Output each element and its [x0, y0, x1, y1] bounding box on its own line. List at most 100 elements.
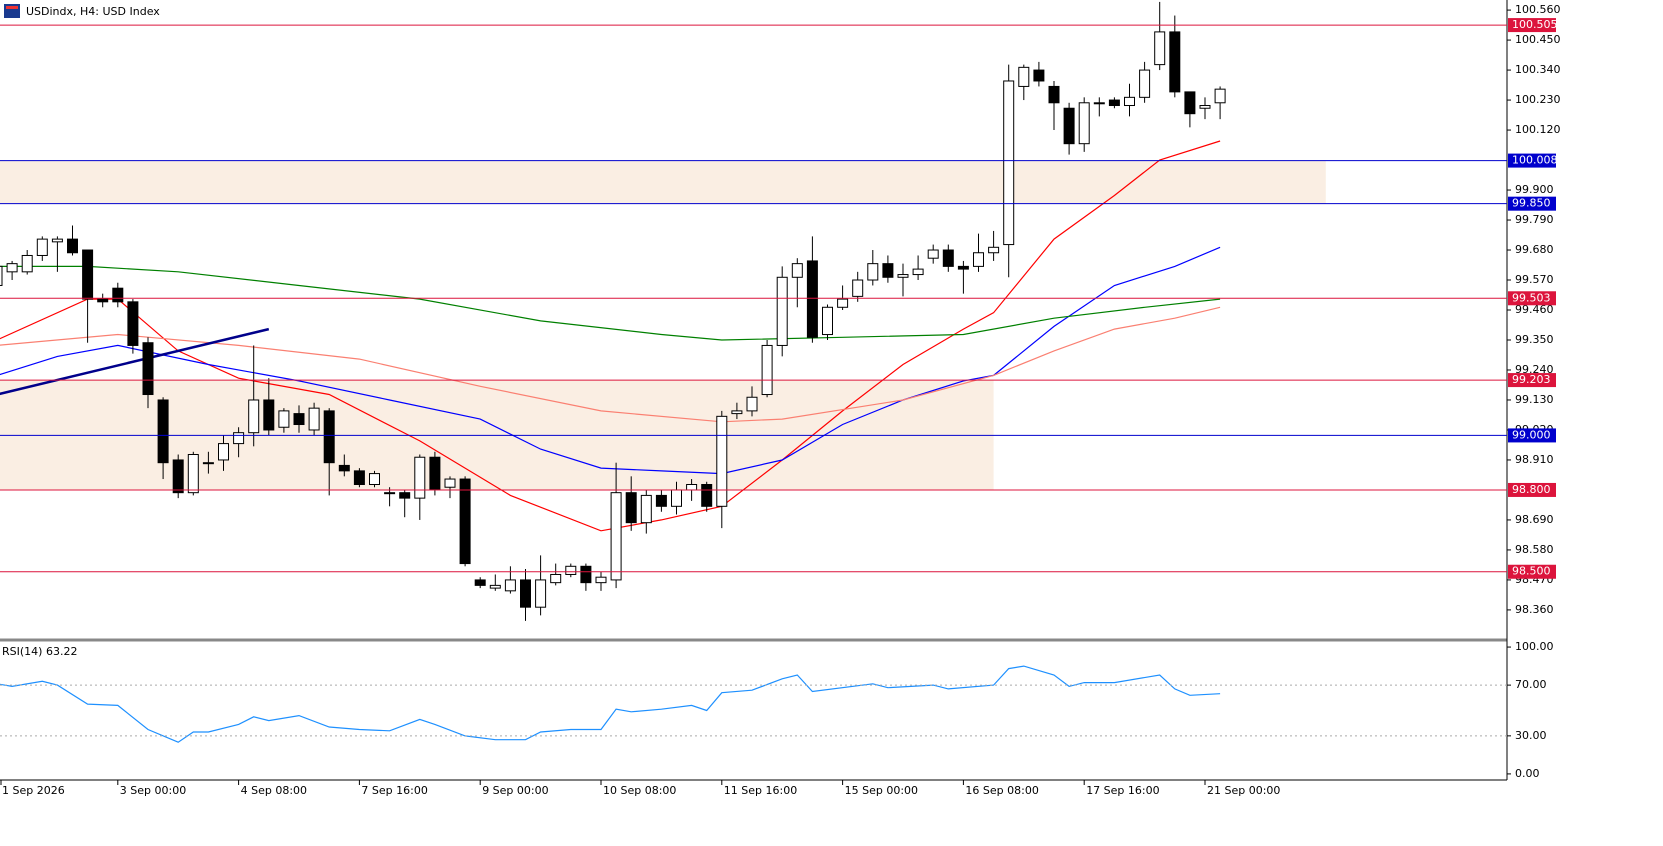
- candle-body: [1169, 31, 1181, 93]
- level-label-box: [1508, 428, 1556, 443]
- candle-body: [369, 473, 380, 485]
- candle-body: [927, 249, 939, 259]
- y-tick-label: 99.900: [1515, 183, 1554, 196]
- rsi-line: [0, 665, 1221, 743]
- candle-body: [157, 399, 169, 464]
- level-label-box: [1508, 196, 1556, 211]
- level-label: 100.008: [1512, 154, 1558, 167]
- level-label: 98.500: [1512, 565, 1551, 578]
- x-tick-label: 17 Sep 16:00: [1086, 784, 1159, 797]
- y-tick-label: 70.00: [1515, 678, 1547, 691]
- candle-body: [731, 410, 743, 415]
- candle-body: [973, 252, 984, 267]
- zone: [0, 160, 1326, 204]
- x-tick-label: 16 Sep 08:00: [965, 784, 1038, 797]
- level-label-box: [1508, 153, 1556, 168]
- y-tick-label: 100.230: [1515, 93, 1561, 106]
- moving-average: [0, 265, 1221, 341]
- candle-body: [882, 263, 894, 278]
- y-tick-label: 99.240: [1515, 363, 1554, 376]
- level-label: 98.800: [1512, 483, 1551, 496]
- x-tick-label: 3 Sep 00:00: [120, 784, 186, 797]
- x-tick-label: 11 Sep 16:00: [724, 784, 797, 797]
- candle-body: [550, 573, 562, 584]
- level-label-box: [1508, 482, 1556, 497]
- candle-body: [353, 470, 365, 485]
- level-label: 99.203: [1512, 373, 1551, 386]
- candle-body: [308, 407, 320, 431]
- candle-body: [67, 238, 78, 254]
- candle-body: [520, 579, 531, 608]
- candle-body: [218, 443, 229, 461]
- y-tick-label: 98.360: [1515, 603, 1554, 616]
- level-label: 99.000: [1512, 428, 1551, 441]
- level-label: 99.503: [1512, 291, 1551, 304]
- candle-body: [51, 238, 63, 243]
- candle-body: [1093, 102, 1105, 105]
- y-tick-label: 99.790: [1515, 213, 1554, 226]
- candle-body: [1184, 91, 1196, 115]
- candle-body: [761, 344, 773, 396]
- candle-body: [942, 249, 954, 267]
- candle-body: [1139, 69, 1151, 98]
- candle-body: [82, 249, 94, 300]
- candle-body: [202, 462, 214, 465]
- moving-average: [0, 306, 1221, 423]
- y-tick-label: 98.690: [1515, 513, 1554, 526]
- x-tick-label: 10 Sep 08:00: [603, 784, 676, 797]
- x-tick-label: 7 Sep 16:00: [361, 784, 427, 797]
- level-label-box: [1508, 564, 1556, 579]
- candle-body: [414, 456, 426, 499]
- candle-body: [535, 579, 547, 608]
- plot: [0, 1, 1226, 743]
- candle-body: [806, 260, 818, 338]
- candle-body: [1033, 69, 1045, 82]
- y-tick-label: 100.450: [1515, 33, 1561, 46]
- y-tick-label: 100.560: [1515, 3, 1561, 16]
- symbol-icon-stripe: [6, 6, 18, 9]
- candle-body: [172, 459, 184, 494]
- level-label-box: [1508, 18, 1556, 33]
- candle-body: [112, 287, 124, 303]
- candle-body: [640, 494, 652, 524]
- x-tick-label: 4 Sep 08:00: [241, 784, 307, 797]
- y-tick-label: 99.680: [1515, 243, 1554, 256]
- candle-body: [1078, 102, 1090, 145]
- candle-body: [1154, 31, 1166, 66]
- candle-body: [580, 565, 592, 584]
- candle-body: [97, 298, 109, 303]
- candle-body: [384, 492, 396, 495]
- x-tick-label: 15 Sep 00:00: [845, 784, 918, 797]
- candle-body: [867, 263, 879, 281]
- level-label: 100.505: [1512, 18, 1558, 31]
- candle-body: [6, 263, 18, 273]
- chart-title: USDindx, H4: USD Index: [26, 5, 160, 18]
- candle-body: [1063, 107, 1075, 145]
- candle-body: [459, 478, 471, 565]
- candle-body: [142, 342, 154, 396]
- candle-body: [897, 274, 909, 278]
- y-tick-label: 99.130: [1515, 393, 1554, 406]
- candle-body: [837, 298, 849, 308]
- moving-average: [0, 140, 1221, 532]
- candle-body: [791, 263, 803, 278]
- candle-body: [595, 576, 607, 584]
- candle-body: [1214, 88, 1226, 104]
- level-label-box: [1508, 291, 1556, 306]
- y-tick-label: 99.460: [1515, 303, 1554, 316]
- candle-body: [912, 268, 924, 276]
- candle-body: [36, 238, 48, 256]
- y-tick-label: 98.910: [1515, 453, 1554, 466]
- y-tick-label: 100.120: [1515, 123, 1561, 136]
- x-tick-label: 9 Sep 00:00: [482, 784, 548, 797]
- candle-body: [323, 410, 335, 464]
- y-tick-label: 100.00: [1515, 640, 1554, 653]
- candle-body: [187, 454, 199, 494]
- candle-body: [1199, 105, 1211, 109]
- y-tick-label: 99.570: [1515, 273, 1554, 286]
- x-tick-label: 1 Sep 2026: [2, 784, 65, 797]
- candle-body: [127, 301, 139, 346]
- moving-average: [0, 246, 1221, 475]
- candle-body: [701, 483, 713, 507]
- candle-body: [655, 494, 667, 507]
